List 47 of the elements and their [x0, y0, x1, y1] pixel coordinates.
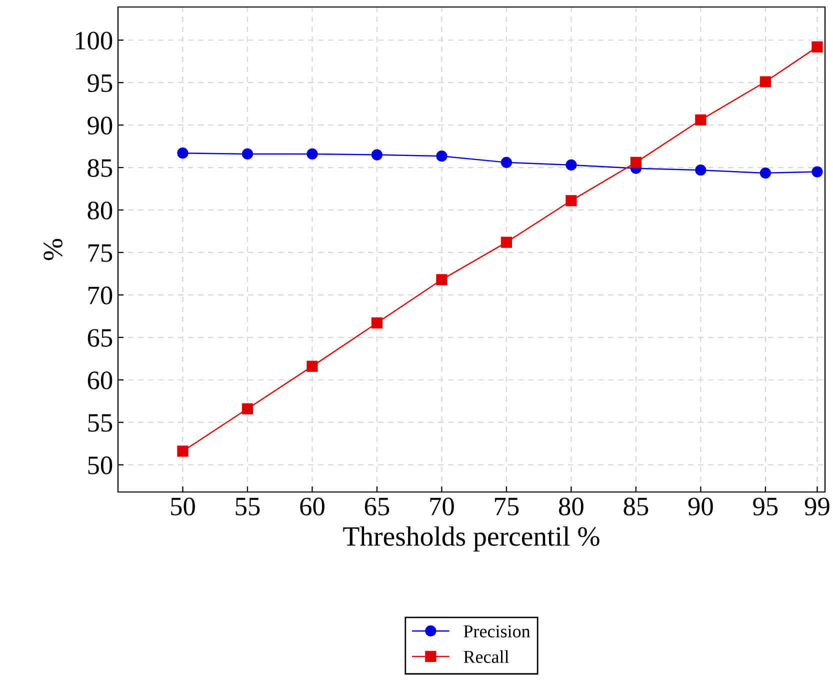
- point: [760, 76, 771, 88]
- y-tick-label: 75: [88, 244, 112, 262]
- point: [760, 168, 771, 179]
- y-tick-label: 50: [88, 456, 112, 474]
- point: [500, 236, 512, 248]
- x-tick-label: 55: [236, 498, 260, 516]
- y-tick-label: 55: [88, 414, 112, 432]
- point: [371, 317, 383, 329]
- point: [630, 156, 642, 168]
- y-axis-title: %: [44, 238, 62, 260]
- legend-label: Recall: [464, 650, 509, 663]
- x-tick-label: 75: [495, 498, 519, 516]
- x-tick-label: 85: [624, 498, 648, 516]
- x-tick-label: 80: [559, 498, 584, 516]
- point: [812, 41, 823, 52]
- point: [436, 150, 448, 162]
- y-tick-label: 95: [88, 74, 112, 92]
- point: [695, 114, 706, 126]
- x-tick-label: 95: [753, 498, 778, 516]
- point: [242, 148, 254, 160]
- x-tick-label: 70: [430, 498, 454, 516]
- x-axis-title: Thresholds percentil %: [343, 526, 600, 552]
- point: [566, 195, 577, 206]
- x-tick-label: 60: [300, 498, 324, 516]
- point: [306, 360, 318, 372]
- y-tick-label: 60: [88, 371, 112, 390]
- point: [500, 156, 512, 168]
- y-tick-label: 90: [88, 116, 112, 134]
- point: [306, 148, 318, 160]
- point: [436, 274, 448, 286]
- point: [566, 159, 577, 171]
- point: [695, 164, 706, 176]
- point: [177, 148, 188, 159]
- x-tick-label: 99: [804, 498, 830, 516]
- x-tick-label: 50: [171, 498, 195, 516]
- point: [812, 166, 823, 178]
- y-tick-label: 65: [88, 329, 112, 347]
- point: [177, 446, 188, 457]
- y-tick-label: 100: [76, 32, 112, 50]
- point: [242, 403, 254, 414]
- y-tick-label: 70: [88, 286, 112, 304]
- y-tick-label: 80: [88, 202, 112, 220]
- y-tick-label: 85: [88, 159, 112, 177]
- point: [371, 149, 383, 160]
- legend-label: Precision: [464, 625, 530, 638]
- x-tick-label: 65: [364, 498, 390, 516]
- x-tick-label: 90: [688, 498, 713, 516]
